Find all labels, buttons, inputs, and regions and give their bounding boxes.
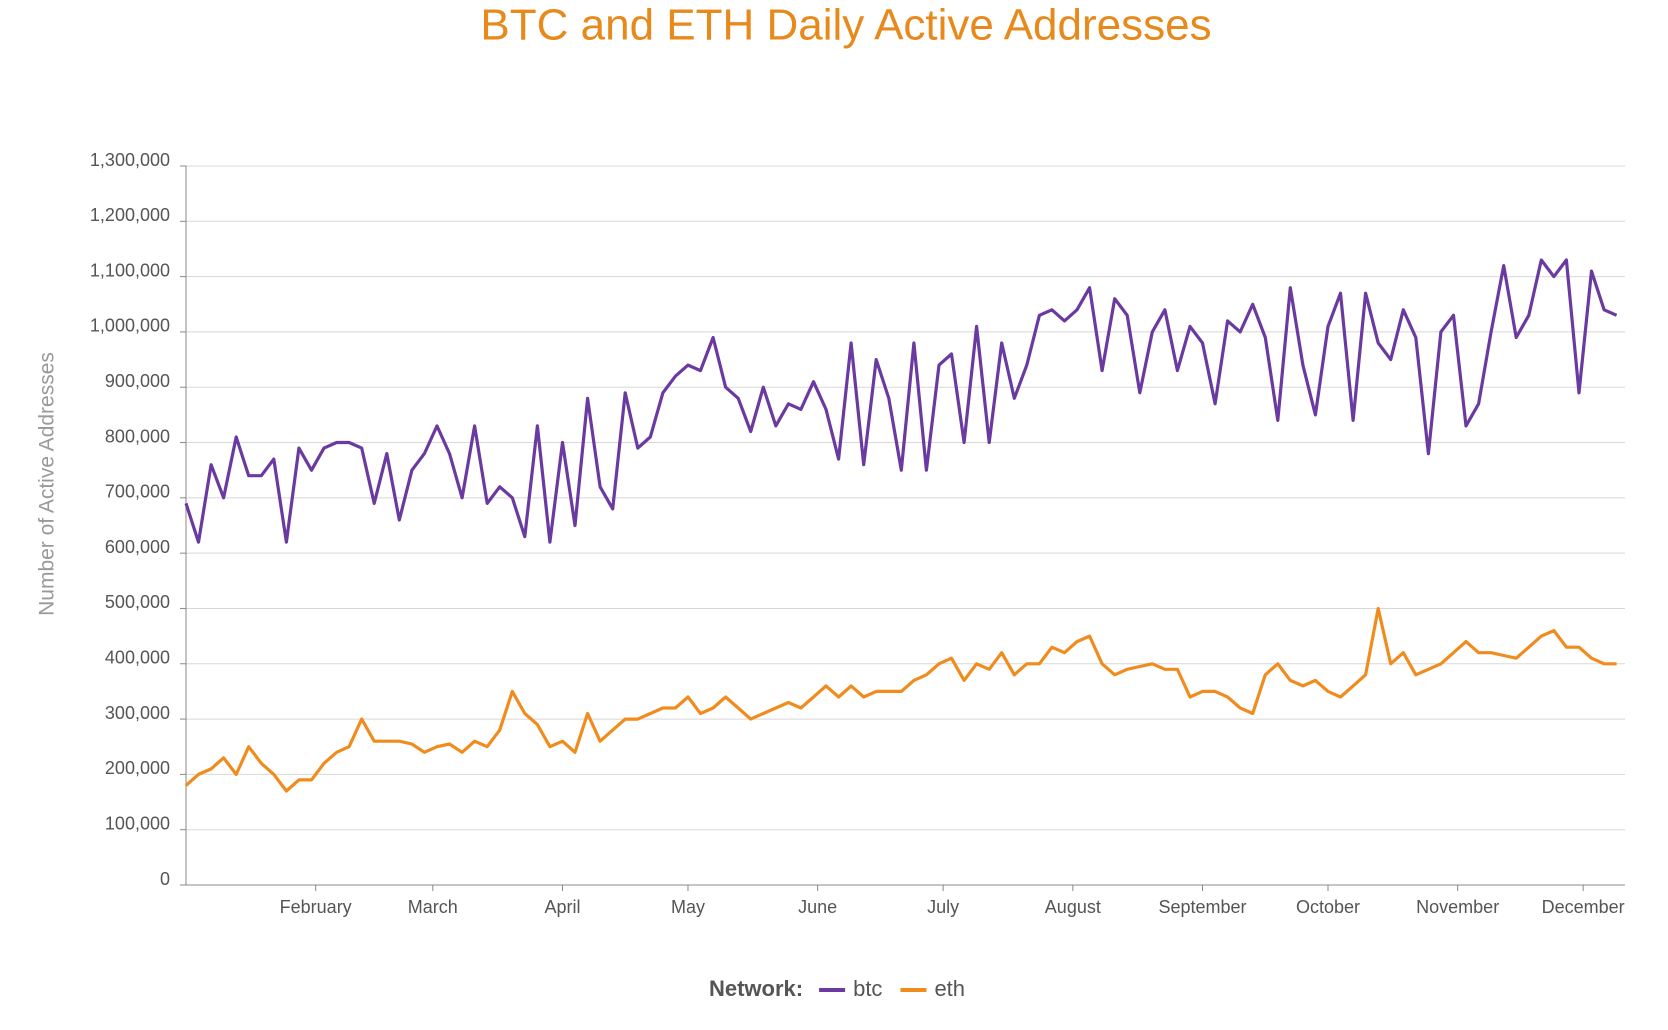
x-tick-label: June <box>798 897 837 917</box>
y-tick-label: 400,000 <box>105 648 170 668</box>
y-tick-label: 1,100,000 <box>90 260 170 280</box>
x-tick-label: March <box>408 897 458 917</box>
legend-label: btc <box>853 976 882 1001</box>
data-line <box>184 606 1617 793</box>
x-tick-label: July <box>927 897 959 917</box>
x-tick-label: September <box>1158 897 1246 917</box>
y-tick-label: 700,000 <box>105 482 170 502</box>
legend-title: Network: <box>709 976 803 1001</box>
x-tick-label: April <box>544 897 580 917</box>
x-tick-label: November <box>1416 897 1499 917</box>
y-tick-label: 300,000 <box>105 703 170 723</box>
x-tick-label: February <box>280 897 352 917</box>
y-tick-label: 1,300,000 <box>90 150 170 170</box>
y-tick-label: 200,000 <box>105 758 170 778</box>
y-tick-label: 100,000 <box>105 813 170 833</box>
y-tick-label: 900,000 <box>105 371 170 391</box>
x-tick-label: August <box>1045 897 1101 917</box>
x-tick-label: December <box>1542 897 1625 917</box>
data-line <box>184 258 1618 544</box>
y-tick-label: 1,000,000 <box>90 316 170 336</box>
y-axis-title: Number of Active Addresses <box>36 352 59 616</box>
y-tick-label: 600,000 <box>105 537 170 557</box>
chart-title: BTC and ETH Daily Active Addresses <box>480 1 1211 50</box>
legend-label: eth <box>934 976 965 1001</box>
y-tick-label: 0 <box>160 869 170 889</box>
y-tick-label: 1,200,000 <box>90 205 170 225</box>
x-tick-label: May <box>671 897 705 917</box>
y-tick-label: 800,000 <box>105 426 170 446</box>
x-tick-label: October <box>1296 897 1360 917</box>
y-tick-label: 500,000 <box>105 592 170 612</box>
